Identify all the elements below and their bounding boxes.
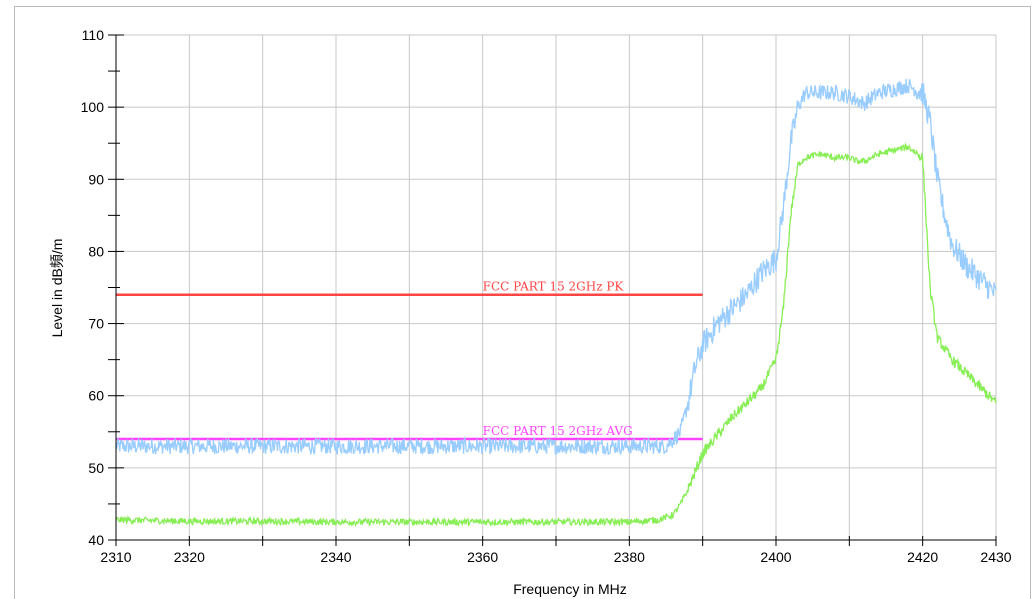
y-tick-label: 90 (88, 171, 104, 187)
x-tick-label: 2320 (174, 549, 205, 565)
x-axis-label: Frequency in MHz (513, 581, 627, 597)
y-tick-label: 100 (81, 99, 105, 115)
x-tick-label: 2430 (980, 549, 1011, 565)
y-tick-label: 80 (88, 243, 104, 259)
x-tick-label: 2420 (907, 549, 938, 565)
limit-lines: FCC PART 15 2GHz PK FCC PART 15 2GHz AVG (116, 280, 703, 441)
y-tick-label: 110 (82, 27, 105, 43)
x-tick-label: 2400 (760, 549, 791, 565)
y-axis-label: Level in dB頻/m (49, 239, 65, 338)
axes: 40 50 60 70 80 90 100 110 2310 2320 2340 2360 2380 24… (81, 27, 1012, 565)
x-tick-label: 2310 (100, 549, 131, 565)
limit-line-label: FCC PART 15 2GHz AVG (483, 424, 633, 438)
y-tick-label: 70 (88, 316, 104, 332)
y-tick-label: 60 (88, 388, 104, 404)
series-line (115, 78, 997, 456)
figure-border (14, 6, 1031, 599)
series-line (115, 142, 997, 528)
y-tick-label: 40 (88, 532, 104, 548)
x-tick-label: 2380 (614, 549, 645, 565)
x-tick-label: 2360 (467, 549, 498, 565)
series-layer (115, 78, 997, 528)
x-tick-label: 2340 (320, 549, 351, 565)
limit-line-label: FCC PART 15 2GHz PK (483, 280, 625, 294)
y-tick-label: 50 (88, 460, 104, 476)
